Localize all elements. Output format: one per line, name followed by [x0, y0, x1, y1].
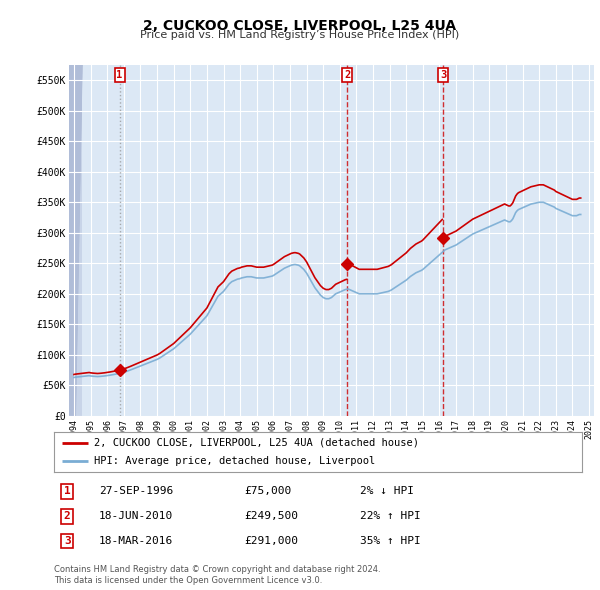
Text: 1: 1 [64, 487, 71, 496]
Text: 35% ↑ HPI: 35% ↑ HPI [360, 536, 421, 546]
Text: HPI: Average price, detached house, Liverpool: HPI: Average price, detached house, Live… [94, 456, 375, 466]
Text: 18-JUN-2010: 18-JUN-2010 [99, 512, 173, 521]
Text: 3: 3 [440, 70, 446, 80]
Text: Price paid vs. HM Land Registry’s House Price Index (HPI): Price paid vs. HM Land Registry’s House … [140, 30, 460, 40]
Text: 2: 2 [344, 70, 350, 80]
Text: 2, CUCKOO CLOSE, LIVERPOOL, L25 4UA (detached house): 2, CUCKOO CLOSE, LIVERPOOL, L25 4UA (det… [94, 438, 419, 448]
Text: 27-SEP-1996: 27-SEP-1996 [99, 487, 173, 496]
Text: Contains HM Land Registry data © Crown copyright and database right 2024.
This d: Contains HM Land Registry data © Crown c… [54, 565, 380, 585]
Text: 22% ↑ HPI: 22% ↑ HPI [360, 512, 421, 521]
Text: 1: 1 [116, 70, 122, 80]
Text: £291,000: £291,000 [244, 536, 298, 546]
Bar [69, 65, 82, 416]
Text: 2, CUCKOO CLOSE, LIVERPOOL, L25 4UA: 2, CUCKOO CLOSE, LIVERPOOL, L25 4UA [143, 19, 457, 33]
Text: 3: 3 [64, 536, 71, 546]
Text: 2% ↓ HPI: 2% ↓ HPI [360, 487, 414, 496]
Text: £249,500: £249,500 [244, 512, 298, 521]
Text: 2: 2 [64, 512, 71, 521]
Text: 18-MAR-2016: 18-MAR-2016 [99, 536, 173, 546]
Text: £75,000: £75,000 [244, 487, 292, 496]
